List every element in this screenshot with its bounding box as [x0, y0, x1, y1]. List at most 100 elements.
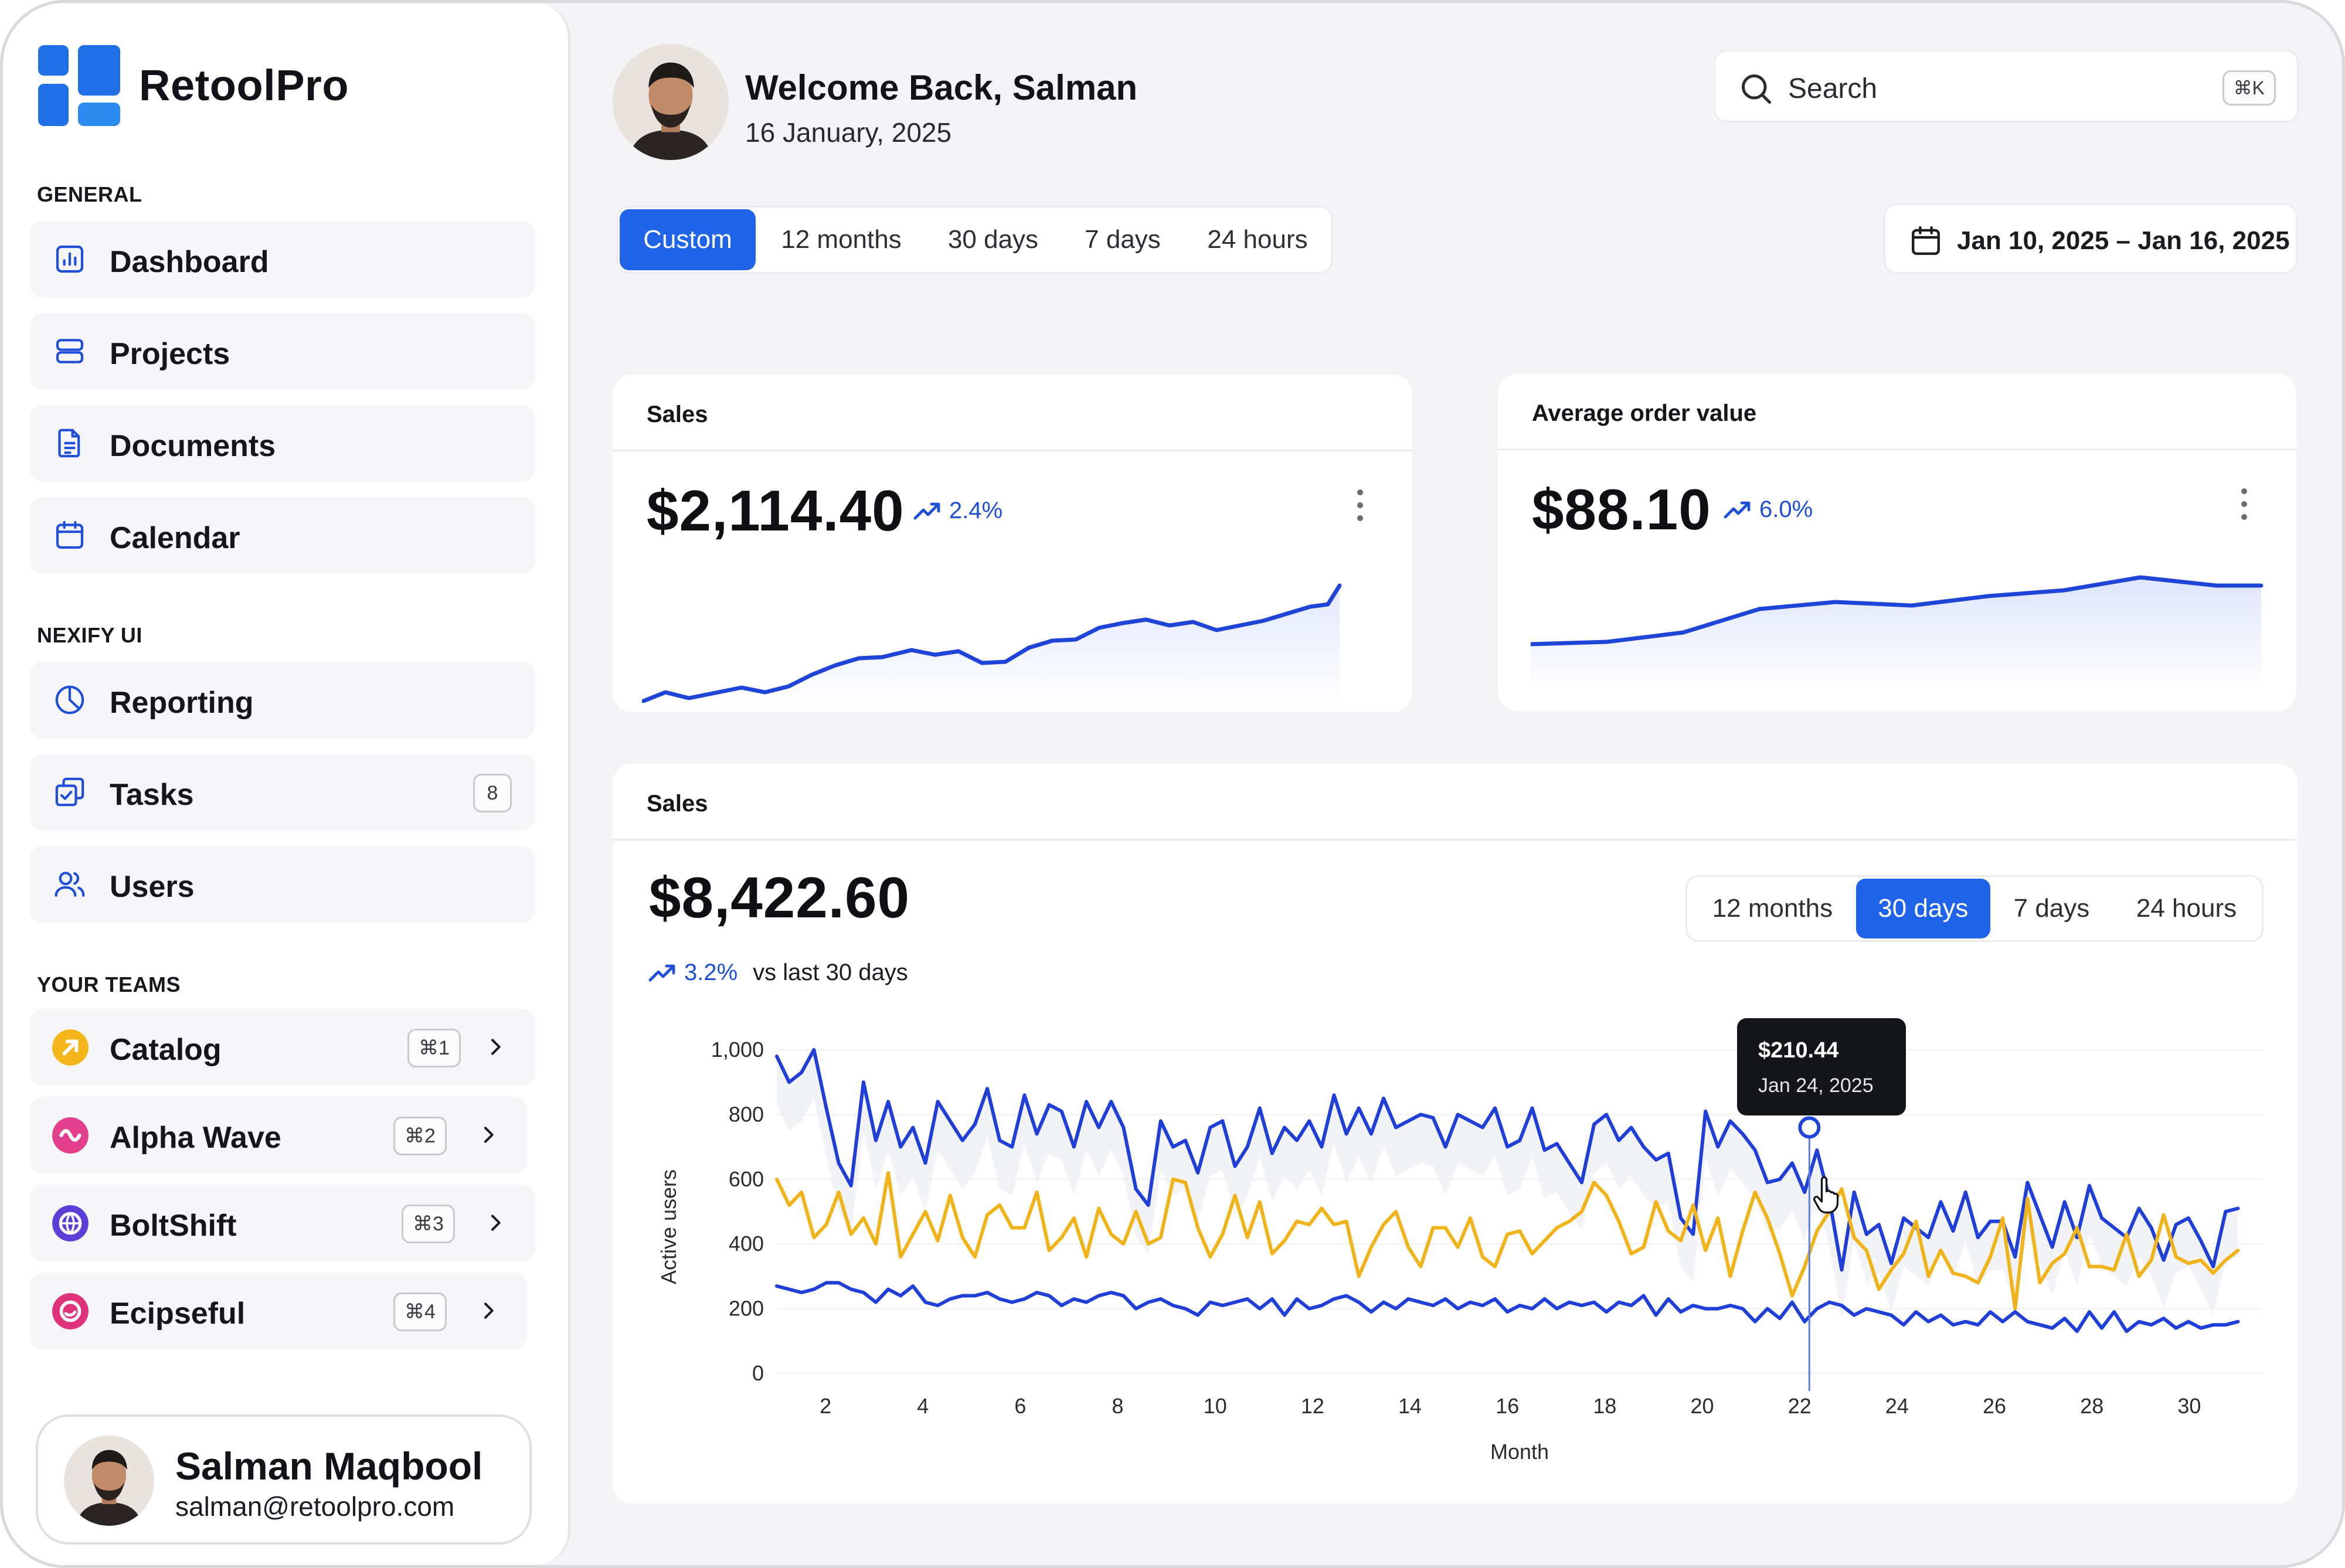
- search-shortcut: ⌘K: [2222, 70, 2276, 106]
- team-item-label: Ecipseful: [110, 1297, 246, 1331]
- avatar: [64, 1436, 154, 1526]
- sidebar-item-calendar[interactable]: Calendar: [30, 497, 535, 573]
- x-tick-label: 24: [1885, 1394, 1909, 1418]
- team-item-label: Catalog: [110, 1033, 222, 1067]
- team-item-boltshift[interactable]: BoltShift ⌘3: [30, 1185, 535, 1261]
- search-icon: [1742, 74, 1771, 104]
- bar-chart-icon: [56, 245, 84, 273]
- sales-card: Sales $2,114.40 2.4%: [613, 375, 1412, 712]
- sidebar-item-projects[interactable]: Projects: [30, 313, 535, 389]
- y-tick-label: 200: [729, 1297, 764, 1321]
- tooltip-value: $210.44: [1758, 1038, 1839, 1063]
- team-shortcut: ⌘1: [407, 1029, 461, 1067]
- chevron-right-icon[interactable]: [484, 1033, 507, 1060]
- sales-chart-delta: 3.2% vs last 30 days: [648, 960, 908, 986]
- aov-delta-value: 6.0%: [1759, 496, 1813, 522]
- catalog-team-icon: [52, 1029, 89, 1066]
- sidebar-item-label: Reporting: [110, 686, 254, 720]
- team-item-ecipseful[interactable]: Ecipseful ⌘4: [30, 1273, 527, 1349]
- user-name: Salman Maqbool: [175, 1444, 483, 1488]
- sidebar-item-label: Calendar: [110, 521, 240, 555]
- team-item-label: Alpha Wave: [110, 1121, 281, 1155]
- sidebar-item-label: Documents: [110, 429, 276, 463]
- tab-24-hours[interactable]: 24 hours: [1207, 225, 1308, 254]
- sales-card-title: Sales: [647, 402, 708, 427]
- tab-12-months[interactable]: 12 months: [781, 225, 902, 254]
- calendar-icon: [56, 521, 84, 549]
- tab-7-days[interactable]: 7 days: [2013, 894, 2090, 923]
- x-tick-label: 4: [917, 1394, 929, 1418]
- sidebar-item-dashboard[interactable]: Dashboard: [30, 221, 535, 297]
- user-email: salman@retoolpro.com: [175, 1491, 455, 1522]
- tasks-icon: [55, 777, 84, 807]
- range-tabs: Custom 12 months 30 days 7 days 24 hours: [616, 206, 1333, 274]
- hand-pointer-icon: [1813, 1176, 1839, 1214]
- tab-12-months[interactable]: 12 months: [1712, 894, 1833, 923]
- brand-name: RetoolPro: [139, 61, 349, 110]
- x-tick-label: 12: [1301, 1394, 1324, 1418]
- tab-7-days[interactable]: 7 days: [1085, 225, 1161, 254]
- boltshift-team-icon: [52, 1205, 89, 1242]
- ecipseful-team-icon: [52, 1293, 89, 1329]
- tab-custom[interactable]: Custom: [620, 209, 756, 270]
- divider: [613, 839, 2298, 841]
- sales-chart-card: Sales $8,422.60 3.2% vs last 30 days 12 …: [613, 764, 2298, 1504]
- sidebar-item-users[interactable]: Users: [30, 846, 535, 922]
- current-date: 16 January, 2025: [745, 117, 952, 148]
- aov-card-title: Average order value: [1532, 400, 1757, 426]
- x-axis-label: Month: [1490, 1440, 1549, 1464]
- team-item-catalog[interactable]: Catalog ⌘1: [30, 1009, 535, 1085]
- y-tick-label: 800: [729, 1102, 764, 1126]
- x-tick-label: 2: [820, 1394, 831, 1418]
- series-line-1: [775, 1048, 2240, 1272]
- search-input[interactable]: Search: [1788, 73, 1878, 104]
- chevron-right-icon[interactable]: [477, 1121, 500, 1148]
- sidebar: RetoolPro GENERAL Dashboard Projects Doc…: [3, 3, 570, 1565]
- y-tick-label: 1,000: [711, 1038, 764, 1062]
- sales-delta-value: 2.4%: [949, 498, 1003, 523]
- trend-up-icon: [913, 502, 940, 519]
- tab-30-days[interactable]: 30 days: [947, 225, 1039, 254]
- chevron-right-icon[interactable]: [477, 1297, 500, 1324]
- current-user-card[interactable]: Salman Maqbool salman@retoolpro.com: [36, 1414, 532, 1545]
- sidebar-item-tasks[interactable]: Tasks 8: [30, 754, 535, 830]
- sales-delta: 2.4%: [913, 498, 1002, 524]
- more-options-icon[interactable]: [2239, 488, 2248, 521]
- x-tick-label: 20: [1691, 1394, 1714, 1418]
- delta-caption: vs last 30 days: [753, 960, 908, 985]
- user-avatar-icon: [64, 1436, 154, 1526]
- x-tick-label: 30: [2177, 1394, 2201, 1418]
- welcome-heading: Welcome Back, Salman: [745, 68, 1138, 107]
- search-bar[interactable]: Search ⌘K: [1714, 50, 2299, 123]
- chevron-right-icon[interactable]: [484, 1209, 507, 1236]
- chart-tooltip: $210.44 Jan 24, 2025: [1737, 1018, 1906, 1115]
- series-band: [777, 1050, 2238, 1319]
- tasks-count-badge: 8: [473, 774, 512, 812]
- x-tick-label: 22: [1788, 1394, 1812, 1418]
- aov-delta: 6.0%: [1723, 496, 1813, 523]
- date-range-picker[interactable]: Jan 10, 2025 – Jan 16, 2025: [1884, 203, 2298, 274]
- team-shortcut: ⌘3: [402, 1205, 455, 1243]
- x-tick-label: 14: [1398, 1394, 1422, 1418]
- sidebar-item-reporting[interactable]: Reporting: [30, 662, 535, 738]
- tab-30-days[interactable]: 30 days: [1855, 879, 1990, 938]
- sidebar-item-documents[interactable]: Documents: [30, 405, 535, 481]
- sidebar-item-label: Dashboard: [110, 245, 269, 279]
- date-range-label: Jan 10, 2025 – Jan 16, 2025: [1957, 226, 2290, 255]
- trend-up-icon: [648, 964, 675, 981]
- header-avatar[interactable]: [613, 44, 729, 160]
- x-tick-label: 16: [1496, 1394, 1519, 1418]
- team-item-alpha-wave[interactable]: Alpha Wave ⌘2: [30, 1097, 527, 1173]
- section-general-title: GENERAL: [37, 182, 142, 206]
- alpha-wave-team-icon: [52, 1117, 89, 1154]
- document-icon: [58, 428, 80, 458]
- tab-24-hours[interactable]: 24 hours: [2136, 894, 2237, 923]
- more-options-icon[interactable]: [1355, 489, 1364, 522]
- x-tick-label: 18: [1593, 1394, 1616, 1418]
- team-shortcut: ⌘2: [393, 1117, 447, 1155]
- x-tick-label: 10: [1204, 1394, 1227, 1418]
- sidebar-item-label: Projects: [110, 337, 230, 371]
- aov-value: $88.10: [1532, 477, 1711, 542]
